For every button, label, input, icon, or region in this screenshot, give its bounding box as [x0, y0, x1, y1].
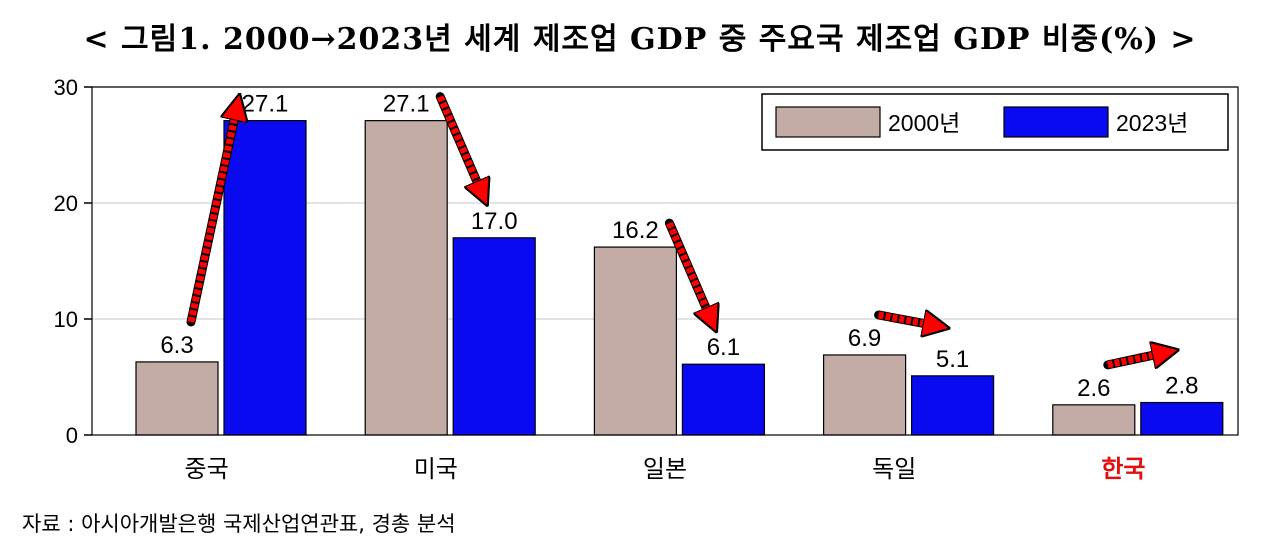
bar-chart: 0 10 20 30 중국 미국 일본 독일 한국 6.3 27.1 27.1 17.0 16.2 6.1…	[54, 75, 1239, 483]
data-label: 2.6	[1077, 375, 1110, 402]
x-category-label: 한국	[1101, 455, 1145, 483]
trend-arrow-down	[666, 221, 711, 320]
y-tick-label: 30	[54, 75, 78, 100]
data-label: 2.8	[1165, 373, 1198, 400]
bar-2000	[822, 354, 907, 436]
data-label: 27.1	[242, 91, 289, 118]
legend-swatch	[1003, 106, 1109, 138]
bar-2023	[1140, 401, 1224, 436]
data-label: 6.1	[707, 334, 740, 361]
x-category-label: 독일	[872, 455, 916, 483]
chart-title: < 그림1. 2000→2023년 세계 제조업 GDP 중 주요국 제조업 G…	[83, 22, 1197, 57]
trend-arrow-down	[436, 95, 482, 194]
trend-arrow-up	[187, 107, 237, 323]
data-label: 16.2	[612, 217, 659, 244]
bar-2023	[452, 237, 536, 436]
bar-2000	[1052, 404, 1136, 436]
data-labels: 6.3 27.1 27.1 17.0 16.2 6.1 6.9 5.1 2.6 2.8	[160, 91, 1198, 402]
legend-swatch	[775, 106, 881, 138]
trend-arrow-flat	[877, 315, 937, 326]
data-label: 5.1	[936, 346, 969, 373]
legend: 2000년 2023년	[761, 93, 1229, 151]
source-note: 자료 : 아시아개발은행 국제산업연관표, 경총 분석	[22, 512, 456, 536]
data-label: 6.3	[160, 332, 193, 359]
x-category-label: 일본	[643, 455, 687, 483]
legend-label: 2000년	[888, 110, 960, 136]
x-category-label: 미국	[414, 455, 458, 483]
bar-2023	[681, 363, 766, 436]
x-category-label: 중국	[185, 455, 229, 483]
data-label: 6.9	[848, 325, 881, 352]
bars	[135, 120, 1224, 436]
trend-arrow-flat	[1107, 353, 1166, 365]
data-label: 27.1	[383, 91, 430, 118]
trend-arrows	[186, 95, 1166, 370]
axes: 0 10 20 30 중국 미국 일본 독일 한국	[54, 75, 1239, 483]
bar-2000	[364, 120, 448, 436]
y-tick-label: 0	[66, 423, 78, 448]
y-tick-label: 10	[54, 307, 78, 332]
data-label: 17.0	[471, 208, 518, 235]
legend-label: 2023년	[1116, 110, 1188, 136]
bar-2000	[593, 246, 678, 436]
bar-2023	[910, 375, 995, 436]
bar-2023	[223, 120, 307, 436]
y-tick-label: 20	[54, 191, 78, 216]
bar-2000	[135, 361, 219, 436]
plot-frame	[91, 86, 1239, 436]
